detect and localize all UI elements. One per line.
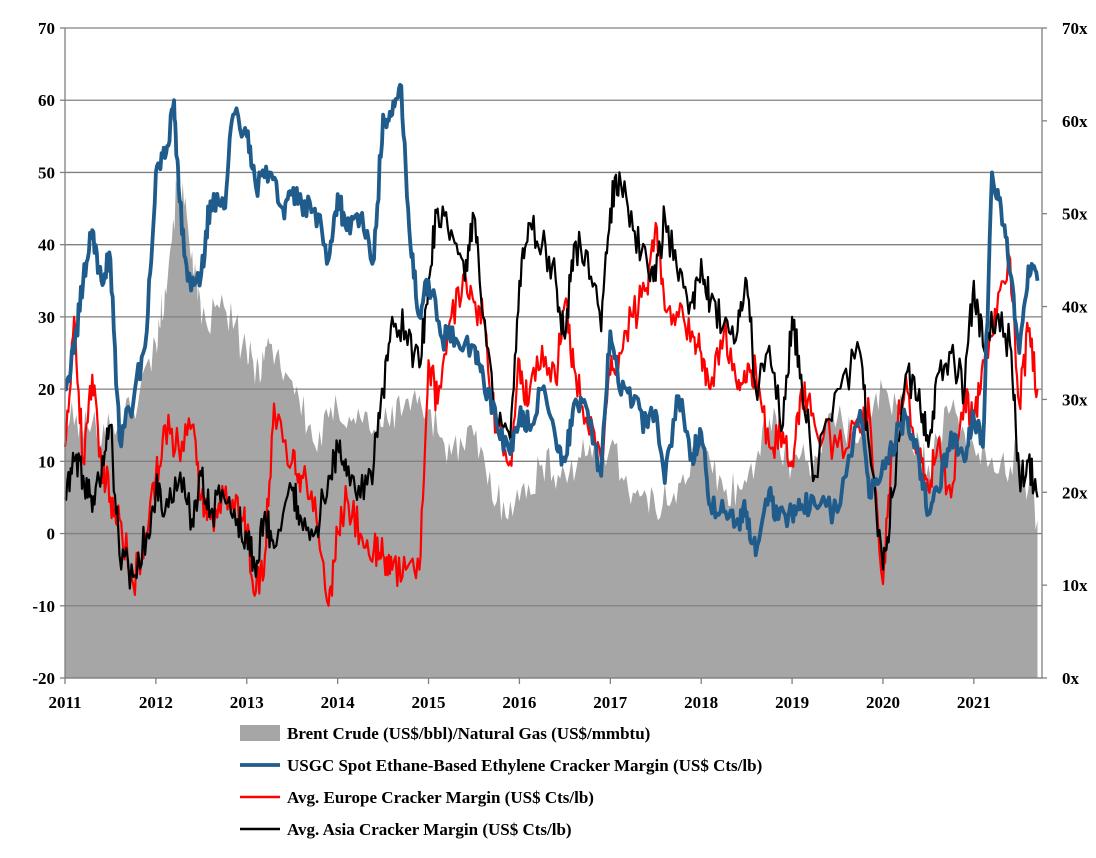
legend-label: Avg. Europe Cracker Margin (US$ Cts/lb) xyxy=(287,788,594,807)
y-left-tick-label: 10 xyxy=(38,452,55,471)
x-tick-label: 2011 xyxy=(48,693,81,712)
legend-label: USGC Spot Ethane-Based Ethylene Cracker … xyxy=(287,756,762,775)
y-left-tick-label: -20 xyxy=(32,669,55,688)
y-left-tick-label: 60 xyxy=(38,91,55,110)
y-left-tick-label: 20 xyxy=(38,380,55,399)
x-tick-label: 2016 xyxy=(502,693,536,712)
gridlines xyxy=(65,27,1042,679)
legend-item-europe-margin: Avg. Europe Cracker Margin (US$ Cts/lb) xyxy=(240,788,594,807)
x-tick-label: 2021 xyxy=(957,693,991,712)
y-right-tick-label: 30x xyxy=(1062,390,1088,409)
legend-swatch xyxy=(240,725,280,741)
y-right-tick-label: 0x xyxy=(1062,669,1080,688)
y-left-tick-label: 50 xyxy=(38,163,55,182)
line-series-asia-margin xyxy=(63,171,1039,590)
x-tick-label: 2020 xyxy=(866,693,900,712)
legend-item-asia-margin: Avg. Asia Cracker Margin (US$ Cts/lb) xyxy=(240,820,572,839)
legend: Brent Crude (US$/bbl)/Natural Gas (US$/m… xyxy=(240,724,762,839)
y-right-tick-label: 60x xyxy=(1062,112,1088,131)
x-tick-label: 2018 xyxy=(684,693,718,712)
legend-label: Brent Crude (US$/bbl)/Natural Gas (US$/m… xyxy=(287,724,650,743)
line-series-layer xyxy=(63,82,1040,607)
y-left-tick-label: 40 xyxy=(38,236,55,255)
legend-label: Avg. Asia Cracker Margin (US$ Cts/lb) xyxy=(287,820,572,839)
y-left-tick-label: 0 xyxy=(47,525,56,544)
y-left-tick-label: 30 xyxy=(38,308,55,327)
y-left-tick-label: -10 xyxy=(32,597,55,616)
axes xyxy=(60,27,1047,684)
legend-item-brent-gas-ratio: Brent Crude (US$/bbl)/Natural Gas (US$/m… xyxy=(240,724,650,743)
area-series-brent-gas-ratio xyxy=(65,176,1038,678)
legend-item-usgc-ethane-margin: USGC Spot Ethane-Based Ethylene Cracker … xyxy=(240,756,762,775)
y-right-tick-label: 10x xyxy=(1062,576,1088,595)
x-tick-label: 2013 xyxy=(230,693,264,712)
tick-labels: -20 -10 0 10 20 30 40 50 60 70 0x 10x 20x 30x 40x 50x 60… xyxy=(32,19,1088,712)
x-tick-label: 2015 xyxy=(412,693,446,712)
area-layer xyxy=(65,176,1038,678)
x-tick-label: 2014 xyxy=(321,693,356,712)
y-left-tick-label: 70 xyxy=(38,19,55,38)
line-series-usgc-ethane-margin xyxy=(64,82,1040,558)
x-tick-label: 2019 xyxy=(775,693,809,712)
y-right-tick-label: 20x xyxy=(1062,483,1088,502)
x-tick-label: 2017 xyxy=(593,693,628,712)
x-tick-label: 2012 xyxy=(139,693,173,712)
y-right-tick-label: 70x xyxy=(1062,19,1088,38)
y-right-tick-label: 50x xyxy=(1062,205,1088,224)
y-right-tick-label: 40x xyxy=(1062,298,1088,317)
